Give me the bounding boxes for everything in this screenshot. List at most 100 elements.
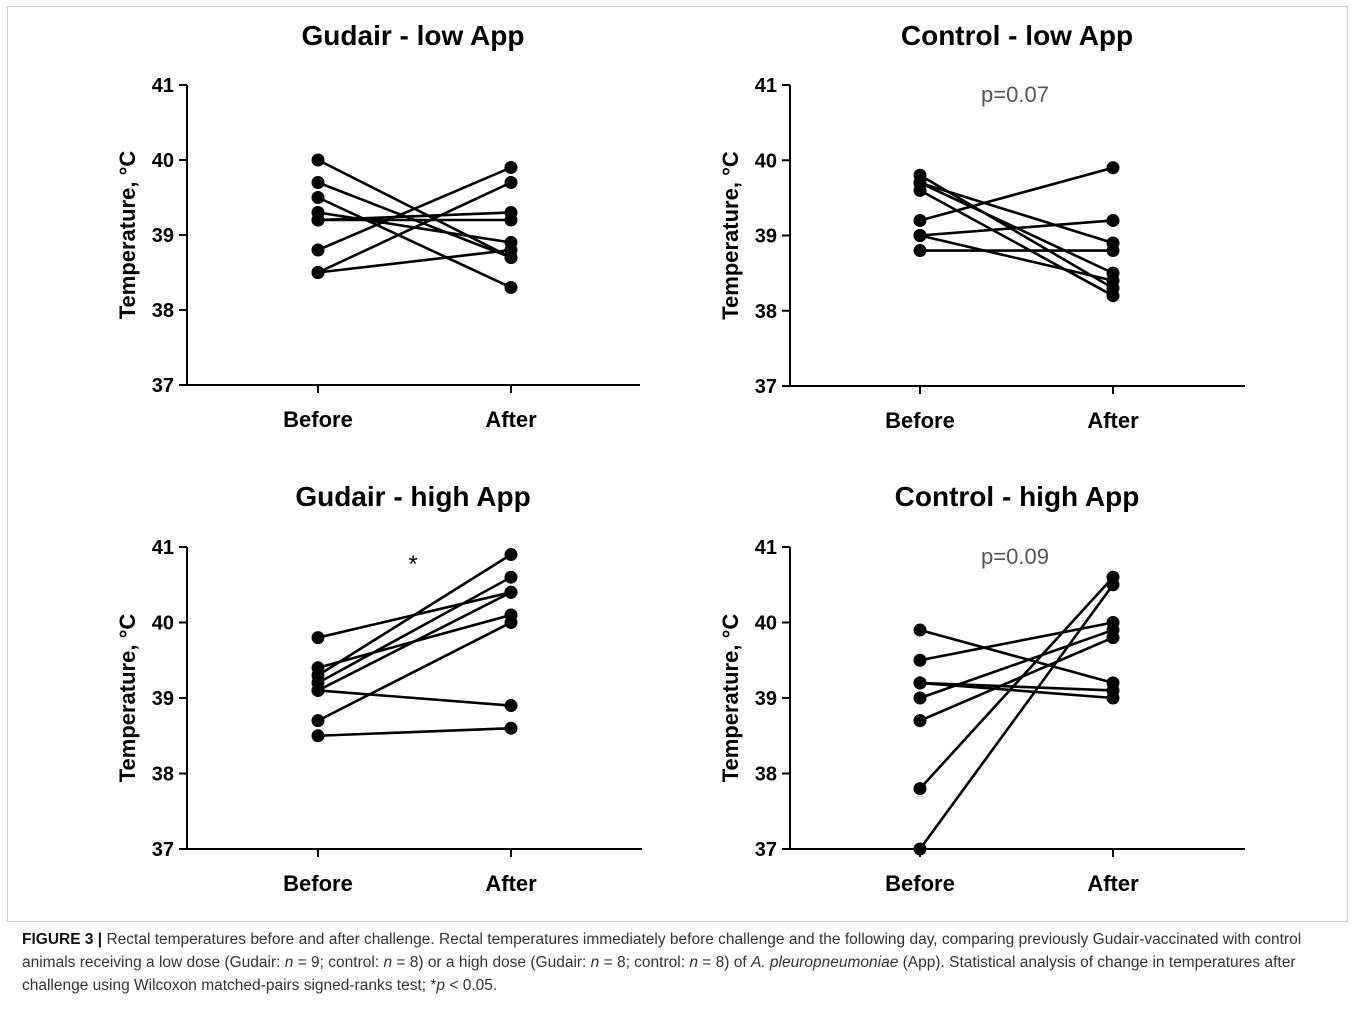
point-after xyxy=(1106,631,1120,645)
caption-text: = 9; control: xyxy=(293,954,384,971)
y-tick-label: 39 xyxy=(152,225,174,247)
point-after xyxy=(1106,289,1120,303)
y-tick-label: 40 xyxy=(755,613,777,635)
figure-panels: Gudair - low App 37 38 39 40 41 Temperature, °… xyxy=(115,20,1245,896)
point-before xyxy=(311,176,325,189)
significance-star: * xyxy=(408,551,417,578)
point-after xyxy=(504,699,518,713)
x-category-label: After xyxy=(1087,871,1139,896)
series-line xyxy=(919,219,1114,237)
x-category-label: Before xyxy=(283,871,353,896)
series-line xyxy=(919,628,1114,700)
panel-title: Control - high App xyxy=(895,481,1140,512)
point-after xyxy=(504,243,518,257)
figure-caption: FIGURE 3 | Rectal temperatures before an… xyxy=(22,928,1342,997)
point-after xyxy=(504,548,518,562)
point-before xyxy=(913,229,927,242)
y-tick-label: 39 xyxy=(755,226,777,248)
y-axis-label: Temperature, °C xyxy=(718,151,743,320)
y-tick-label: 41 xyxy=(755,537,777,559)
y-tick-label: 38 xyxy=(755,764,777,786)
caption-label: FIGURE 3 | xyxy=(22,931,103,948)
series-line xyxy=(919,234,1114,282)
point-after xyxy=(504,161,518,174)
series-line xyxy=(919,628,1114,685)
caption-text: = 8; control: xyxy=(599,954,690,971)
point-after xyxy=(504,281,518,294)
p-value-annotation: p=0.09 xyxy=(981,544,1049,569)
series-line xyxy=(317,166,512,252)
panel-title: Gudair - high App xyxy=(295,481,530,512)
point-before xyxy=(913,782,927,796)
caption-n: n xyxy=(689,954,698,971)
point-after xyxy=(1106,244,1120,258)
y-axis-label: Temperature, °C xyxy=(115,151,140,320)
caption-text: (App). Statistical analysis of change in… xyxy=(22,954,1296,994)
series-line xyxy=(919,576,1114,790)
point-before xyxy=(311,213,325,227)
series-line xyxy=(317,621,512,722)
series-line xyxy=(918,583,1115,850)
y-tick-label: 41 xyxy=(152,537,174,559)
y-tick-label: 39 xyxy=(152,688,174,710)
y-tick-label: 41 xyxy=(755,75,777,97)
x-category-label: Before xyxy=(885,408,955,433)
series-line xyxy=(317,689,512,707)
series-line xyxy=(317,196,512,289)
point-after xyxy=(1106,161,1120,175)
y-tick-label: 37 xyxy=(152,839,174,861)
point-before xyxy=(311,714,325,728)
panel-title: Gudair - low App xyxy=(302,20,525,51)
x-category-label: Before xyxy=(283,407,353,432)
caption-p-variable: p xyxy=(436,977,446,994)
series-line xyxy=(317,726,512,738)
y-tick-label: 41 xyxy=(152,75,174,97)
point-before xyxy=(913,623,927,637)
point-before xyxy=(311,191,325,204)
x-category-label: After xyxy=(485,871,537,896)
point-after xyxy=(1106,213,1120,227)
point-after xyxy=(1106,274,1120,288)
y-tick-label: 40 xyxy=(755,150,777,172)
point-after xyxy=(504,585,518,599)
point-after xyxy=(504,616,518,629)
series-line xyxy=(317,576,512,685)
point-before xyxy=(311,729,325,743)
point-before xyxy=(913,676,927,690)
series-line xyxy=(919,636,1114,722)
caption-text: < 0.05. xyxy=(445,977,498,994)
caption-text: Rectal temperatures before and after cha… xyxy=(22,931,1302,971)
x-category-label: Before xyxy=(885,871,955,896)
series-line xyxy=(317,211,512,222)
point-before xyxy=(311,266,325,279)
point-before xyxy=(913,244,927,258)
point-after xyxy=(504,206,518,219)
point-before xyxy=(311,243,325,257)
point-after xyxy=(1106,578,1120,592)
caption-text: = 8) of xyxy=(697,954,751,971)
point-before xyxy=(913,691,927,705)
point-after xyxy=(504,570,518,584)
y-tick-label: 40 xyxy=(152,150,174,172)
point-after xyxy=(504,721,518,735)
point-after xyxy=(504,176,518,189)
x-category-label: After xyxy=(485,407,537,432)
y-tick-label: 39 xyxy=(755,688,777,710)
point-before xyxy=(311,631,325,645)
caption-text: = 8) or a high dose (Gudair: xyxy=(392,954,591,971)
series-line xyxy=(919,189,1114,297)
y-axis-label: Temperature, °C xyxy=(115,614,140,783)
series-line xyxy=(317,248,512,274)
point-before xyxy=(311,683,325,697)
x-category-label: After xyxy=(1087,408,1139,433)
p-value-annotation: p=0.07 xyxy=(981,82,1049,107)
series-line xyxy=(317,591,512,692)
point-before xyxy=(311,153,325,167)
y-tick-label: 38 xyxy=(755,301,777,323)
caption-n: n xyxy=(284,954,294,971)
caption-n: n xyxy=(383,954,393,971)
caption-species: A. pleuropneumoniae xyxy=(750,954,899,971)
point-before xyxy=(913,653,927,667)
panel-title: Control - low App xyxy=(901,20,1133,51)
y-tick-label: 37 xyxy=(755,839,777,861)
